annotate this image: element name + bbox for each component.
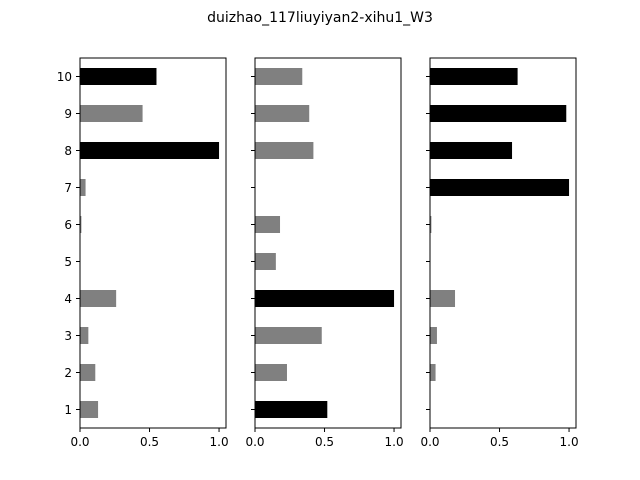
bar-2-3 [255, 327, 322, 344]
bar-3-3 [430, 327, 437, 344]
bar-2-10 [255, 68, 303, 85]
y-tick-label-8: 8 [64, 144, 72, 158]
y-tick-label-1: 1 [64, 403, 72, 417]
x-tick-label-3-1.0: 1.0 [560, 435, 579, 449]
bar-3-7 [430, 179, 570, 196]
bar-1-9 [80, 105, 143, 122]
axes-frame-3 [429, 57, 577, 429]
bar-3-2 [430, 364, 436, 381]
bar-1-6 [80, 216, 82, 233]
bar-2-5 [255, 253, 276, 270]
bar-2-6 [255, 216, 281, 233]
bar-3-10 [430, 68, 518, 85]
y-tick-label-4: 4 [64, 292, 72, 306]
y-tick-label-9: 9 [64, 107, 72, 121]
x-tick-label-2-0.5: 0.5 [315, 435, 334, 449]
bar-1-8 [80, 142, 220, 159]
bar-3-6 [430, 216, 432, 233]
subplot-2: 0.0 0.5 1.0 [245, 57, 404, 449]
bar-1-10 [80, 68, 157, 85]
bar-2-8 [255, 142, 314, 159]
y-tick-label-5: 5 [64, 255, 72, 269]
y-tick-label-3: 3 [64, 329, 72, 343]
x-tick-label-3-0.0: 0.0 [420, 435, 439, 449]
x-tick-label-3-0.5: 0.5 [490, 435, 509, 449]
x-tick-label-1-1.0: 1.0 [210, 435, 229, 449]
x-tick-label-1-0.0: 0.0 [70, 435, 89, 449]
axes-frame-2 [254, 57, 402, 429]
bar-2-4 [255, 290, 395, 307]
x-tick-label-2-1.0: 1.0 [385, 435, 404, 449]
axes-frame-1 [79, 57, 227, 429]
y-tick-label-7: 7 [64, 181, 72, 195]
bar-3-9 [430, 105, 567, 122]
bar-2-2 [255, 364, 287, 381]
bar-2-1 [255, 401, 328, 418]
bar-1-4 [80, 290, 117, 307]
subplot-3: 0.0 0.5 1.0 [420, 57, 579, 449]
bar-1-2 [80, 364, 96, 381]
bar-3-8 [430, 142, 513, 159]
bar-2-9 [255, 105, 310, 122]
panels-group: 1 2 3 4 5 6 7 8 9 10 0.0 0.5 1.0 0.0 0.5 1.0 0.0 0.5 1.0 [57, 57, 579, 449]
chart-title: duizhao_117liuyiyan2-xihu1_W3 [207, 10, 433, 26]
y-tick-label-2: 2 [64, 366, 72, 380]
x-tick-label-2-0.0: 0.0 [245, 435, 264, 449]
x-tick-label-1-0.5: 0.5 [140, 435, 159, 449]
bar-1-7 [80, 179, 86, 196]
y-tick-label-10: 10 [57, 70, 72, 84]
bar-1-1 [80, 401, 99, 418]
y-tick-label-6: 6 [64, 218, 72, 232]
bar-1-3 [80, 327, 89, 344]
subplot-1: 1 2 3 4 5 6 7 8 9 10 0.0 0.5 1.0 [57, 57, 229, 449]
bar-3-4 [430, 290, 456, 307]
